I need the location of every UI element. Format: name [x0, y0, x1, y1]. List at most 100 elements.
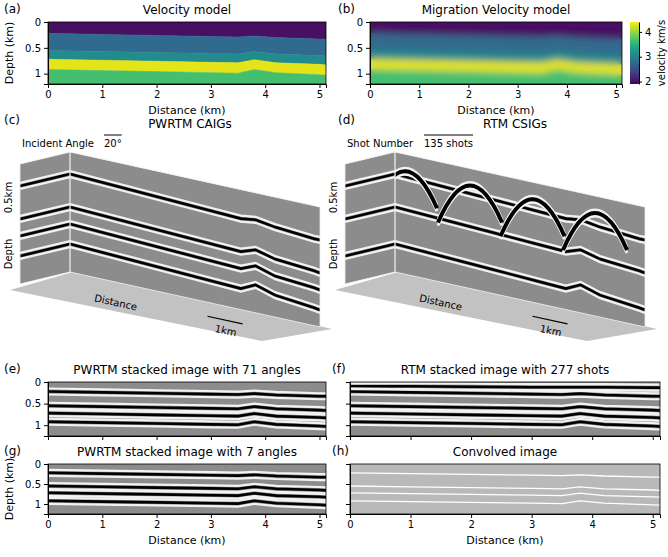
reflector [70, 227, 320, 293]
tick: 2 [639, 76, 651, 87]
tick: 1 [35, 68, 48, 79]
tick-mark [567, 84, 568, 88]
annotation: Depth [328, 239, 339, 269]
panel-title: RTM stacked image with 277 shots [401, 363, 610, 377]
annotation: 0.5km [3, 182, 14, 213]
tick-label: 0.5 [25, 398, 41, 409]
tick-mark [471, 514, 472, 518]
panel-title: PWRTM stacked image with 71 angles [73, 363, 300, 377]
gather-face [20, 152, 70, 284]
x-axis [351, 436, 661, 440]
tick-mark [319, 436, 320, 440]
image-face [373, 152, 645, 327]
tick-label: 3 [208, 89, 214, 100]
tick: 1 [35, 499, 48, 510]
panel-label: (c) [4, 113, 20, 127]
reflector [20, 224, 70, 236]
reflector [48, 392, 326, 397]
scale-bar [533, 316, 568, 324]
reflector [395, 207, 645, 273]
scale-bar [208, 316, 243, 324]
reflector [70, 171, 320, 237]
reflector [20, 244, 70, 256]
axis-line [351, 437, 661, 441]
tick-mark [265, 436, 266, 440]
panel-label: (h) [332, 444, 349, 458]
panel: (f) RTM stacked image with 277 shots [332, 362, 661, 440]
tick: 0 [45, 514, 51, 530]
frame [350, 382, 660, 436]
tick-mark [471, 436, 472, 440]
tick-mark [265, 84, 266, 88]
panel-label: (f) [332, 362, 346, 376]
reflector [350, 422, 660, 427]
face [395, 152, 645, 327]
tick [346, 464, 350, 465]
reflector [70, 210, 320, 276]
tick-mark [211, 514, 212, 518]
reflector [350, 486, 660, 490]
tick-mark [518, 84, 519, 88]
tick: 1 [100, 514, 106, 530]
tick-mark [44, 464, 48, 465]
tick-label: 0.5 [25, 43, 41, 54]
reflector [345, 207, 395, 219]
edge [395, 152, 645, 327]
annotation: Distance [418, 292, 463, 312]
y-axis: 00.51 [25, 459, 48, 515]
tick-label: 1 [408, 519, 414, 530]
annotation: 135 shots [424, 138, 473, 149]
plot-area [48, 382, 326, 436]
layers [370, 22, 622, 84]
tick: 5 [613, 84, 619, 100]
annotation: Distance [93, 292, 138, 312]
panel: (d)RTM CSIGsShot Number135 shots0.5kmDep… [328, 113, 657, 341]
tick-label: 1 [100, 89, 106, 100]
annotation: Incident Angle [22, 138, 94, 149]
annotation: 1km [214, 323, 238, 338]
tick-label: 2 [154, 519, 160, 530]
tick [102, 436, 103, 440]
tick: 0.5 [25, 479, 48, 490]
layer [370, 70, 622, 84]
panel: (b)Migration Velocity model01234500.51Di… [338, 2, 667, 117]
reflector [70, 207, 320, 273]
panel-label: (a) [4, 2, 21, 16]
reflector [350, 493, 660, 497]
frame [48, 464, 326, 514]
face [345, 152, 395, 284]
tick-mark [346, 504, 350, 505]
tick: 3 [208, 514, 214, 530]
annotation: 20° [104, 138, 122, 149]
tick: 2 [154, 84, 160, 100]
tick [592, 436, 593, 440]
tick-mark [419, 84, 420, 88]
tick: 1 [417, 84, 423, 100]
plot-area [370, 22, 622, 84]
panel-label: (e) [4, 362, 21, 376]
tick-label: 2 [154, 89, 160, 100]
axis-line [371, 85, 623, 89]
frame [350, 464, 660, 514]
tick-label: 1 [35, 420, 41, 431]
tick-mark [44, 404, 48, 405]
tick [653, 436, 654, 440]
tick: 0 [35, 459, 48, 470]
tick [346, 504, 350, 505]
edge [70, 152, 320, 327]
panel-title: Migration Velocity model [422, 3, 571, 17]
y-axis-title: Depth (km) [3, 458, 16, 521]
reflector [48, 493, 326, 497]
tick-label: 1 [100, 519, 106, 530]
tick-mark [44, 484, 48, 485]
tick-label: 5 [317, 89, 323, 100]
tick-label: 0 [367, 89, 373, 100]
tick-mark [346, 382, 350, 383]
tick: 0.5 [25, 43, 48, 54]
tick-mark [639, 57, 642, 58]
tick-label: 1 [357, 68, 363, 79]
tick [265, 436, 266, 440]
artifact [438, 186, 502, 223]
reflector [350, 473, 660, 477]
background [350, 382, 660, 436]
